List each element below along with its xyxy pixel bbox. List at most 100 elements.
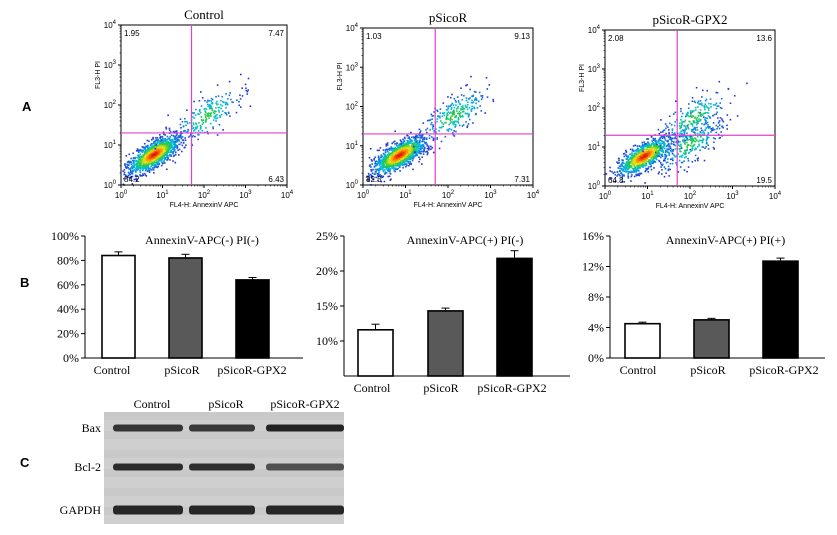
flow-event-point [390,158,392,161]
flow-event-point [385,168,387,170]
flow-event-point [216,114,218,116]
flow-event-point [425,151,427,153]
flow-event-point [465,121,467,123]
flow-event-point [401,159,404,161]
flow-event-point [694,138,697,140]
flow-event-point [215,102,217,104]
flow-event-point [154,146,157,148]
flow-event-point [137,161,139,163]
flow-event-point [692,129,695,131]
flow-event-point [634,159,636,161]
flow-event-point [406,151,408,153]
flow-event-point [630,180,632,182]
flow-event-point [420,135,423,138]
flow-event-point [675,135,677,137]
flow-event-point [217,106,220,109]
flow-event-point [452,104,455,106]
flow-event-point [205,118,208,120]
flow-event-point [668,133,671,135]
flow-event-point [397,146,399,149]
flow-event-point [463,94,465,97]
flow-event-point [186,109,188,111]
flow-event-point [695,118,698,120]
flow-event-point [155,142,157,145]
flow-event-point [372,178,375,181]
flow-event-point [173,131,175,133]
flow-event-point [661,163,664,166]
flow-event-point [382,161,384,164]
flow-event-point [147,151,150,154]
flow-event-point [179,135,182,138]
flow-event-point [370,170,373,172]
flow-event-point [678,144,680,146]
flow-event-point [162,153,164,155]
flow-event-point [713,128,716,131]
flow-event-point [412,158,414,160]
y-tick-label: 4% [588,321,604,335]
flow-event-point [689,115,692,118]
flow-event-point [635,161,638,163]
flow-event-point [646,160,648,163]
flow-event-point [209,113,212,115]
flow-event-point [195,122,197,124]
flow-event-point [226,102,228,104]
flow-event-point [462,106,464,109]
flow-event-point [137,149,140,152]
flow-event-point [618,162,620,164]
flow-event-point [447,130,450,132]
flow-event-point [216,134,219,136]
flow-event-point [621,175,624,178]
flow-event-point [657,145,660,147]
flow-event-point [683,131,685,133]
flow-event-point [640,159,642,162]
flow-event-point [432,151,435,154]
flow-event-point [143,160,145,162]
flow-event-point [210,100,212,102]
flow-event-point [374,171,377,173]
blot-band [189,505,255,515]
flow-event-point [691,145,694,148]
flow-event-point [405,149,408,151]
flow-event-point [679,150,681,152]
flow-event-point [137,168,139,170]
flow-event-point [672,150,674,152]
flow-event-point [186,130,189,133]
flow-event-point [450,106,453,109]
flow-event-point [669,162,672,165]
flow-event-point [462,105,464,107]
flow-event-point [644,155,647,158]
y-tick-exponent: 2 [113,100,117,106]
flow-event-point [705,105,708,107]
flow-event-point [638,156,641,158]
flow-event-point [402,143,404,146]
flow-event-point [154,149,156,151]
flow-event-point [694,128,696,130]
flow-event-point [670,138,673,141]
flow-event-point [394,130,396,133]
flow-event-point [211,102,214,105]
flow-event-point [398,162,400,164]
flow-event-point [622,166,625,169]
flow-event-point [153,161,156,163]
flow-event-point [639,162,642,164]
flow-event-point [149,161,152,164]
flow-event-point [475,97,477,99]
y-tick-exponent: 3 [113,60,117,66]
flow-event-point [366,175,368,178]
flow-event-point [460,94,463,96]
flow-event-point [638,149,640,152]
flow-event-point [405,160,407,163]
flow-event-point [146,145,149,148]
flow-event-point [642,152,645,155]
flow-event-point [458,103,461,105]
flow-event-point [157,145,159,148]
flow-event-point [169,141,171,144]
flow-event-point [400,152,402,154]
flow-event-point [460,106,463,108]
flow-event-point [168,139,171,141]
flow-event-point [719,117,722,119]
flow-event-point [160,141,163,144]
flow-event-point [457,101,460,103]
flow-event-point [414,139,416,141]
flow-event-point [719,136,722,139]
